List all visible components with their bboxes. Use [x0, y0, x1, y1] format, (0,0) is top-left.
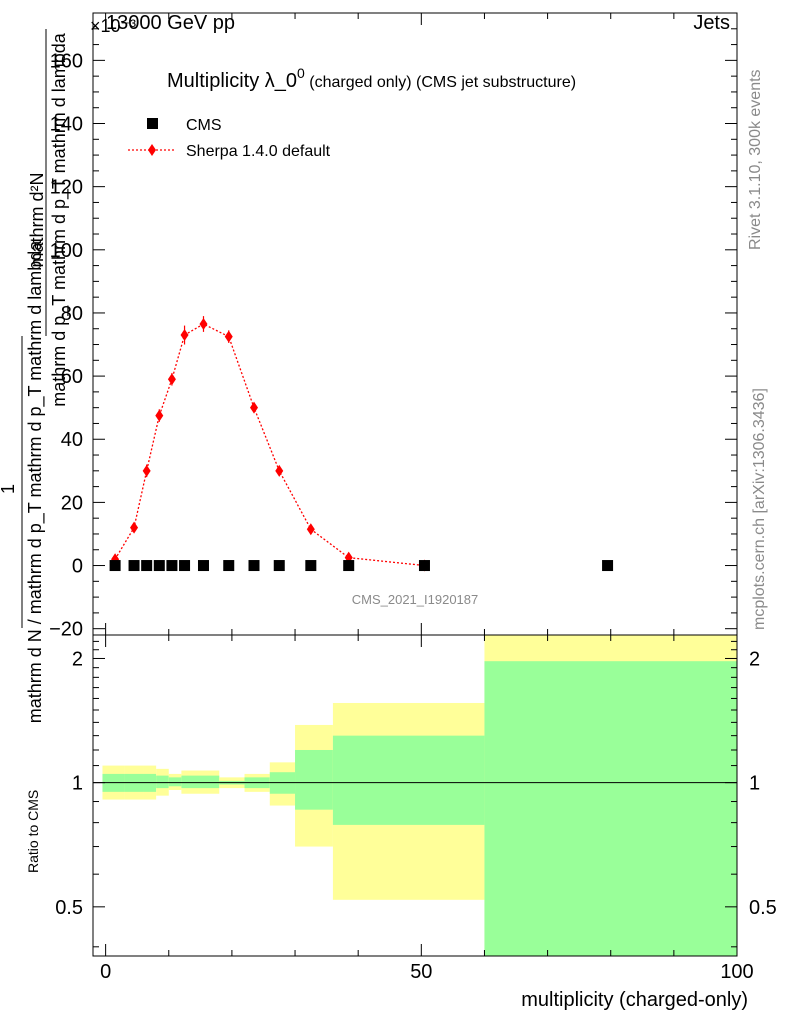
x-tick-label: 50 [410, 961, 432, 983]
legend-sherpa-marker [148, 144, 156, 156]
ratio-y-tick-label: 1 [72, 773, 83, 795]
main-series [109, 316, 614, 572]
sherpa-point [130, 521, 139, 534]
ylabel-prefix: 1 [0, 484, 18, 494]
sherpa-point [167, 373, 176, 386]
main-frame [92, 12, 738, 636]
process-label: Jets [693, 12, 730, 34]
sherpa-point [275, 464, 284, 477]
main-y-tick-label: 140 [50, 114, 83, 136]
ratio-y-axis-label: Ratio to CMS [25, 790, 41, 873]
main-y-tick-label: 160 [50, 50, 83, 72]
sherpa-point [155, 409, 164, 422]
cms-point [305, 560, 317, 572]
ratio-stat-band [156, 775, 169, 789]
x-tick-label: 0 [100, 961, 111, 983]
ratio-panel: 0.5 0.5 1 1 2 2 0 50 100 Ratio to CMS multiplici… [25, 634, 777, 1011]
cms-point [602, 560, 614, 572]
sherpa-point [224, 330, 233, 343]
ratio-stat-band [181, 775, 220, 789]
cms-point [223, 560, 235, 572]
main-y-tick-label: 80 [61, 303, 83, 325]
ratio-y-tick-label: 0.5 [55, 897, 83, 919]
main-y-axis-label: mathrm d²N mathrm d p_T mathrm d p_T mat… [27, 29, 70, 407]
main-y-tick-label: 100 [50, 240, 83, 262]
ratio-stat-band [332, 735, 485, 825]
ratio-y-tick-label-right: 0.5 [749, 897, 777, 919]
x-tick-label: 100 [720, 961, 753, 983]
ratio-bands [93, 635, 737, 956]
main-y-axis-label-outer: 1 mathrm d N / mathrm d p_T mathrm d p_T… [0, 240, 46, 723]
cms-point [273, 560, 285, 572]
cms-point [109, 560, 121, 572]
cms-point [418, 560, 430, 572]
cms-point [153, 560, 165, 572]
ratio-ticks: 0.5 0.5 1 1 2 2 0 50 100 [55, 635, 777, 983]
ratio-frame [92, 634, 738, 957]
cms-point [343, 560, 355, 572]
main-y-tick-label: 40 [61, 429, 83, 451]
cms-point [179, 560, 191, 572]
sherpa-point [199, 318, 208, 330]
cms-point [197, 560, 209, 572]
cms-point [248, 560, 260, 572]
cms-point [141, 560, 153, 572]
ylabel-numerator: mathrm d²N [27, 172, 47, 267]
main-y-tick-label: 60 [61, 366, 83, 388]
sherpa-point [180, 329, 189, 342]
main-title-main: Multiplicity λ_0 [167, 70, 297, 92]
ratio-stat-band [295, 749, 333, 810]
sherpa-point [250, 401, 258, 414]
ylabel-left: mathrm d N / mathrm d p_T mathrm d p_T m… [25, 240, 46, 723]
ratio-y-tick-label: 2 [72, 648, 83, 670]
legend: CMS Sherpa 1.4.0 default [128, 117, 331, 160]
sherpa-point [142, 464, 151, 477]
watermark: CMS_2021_I1920187 [352, 592, 479, 607]
ratio-stat-band [168, 777, 182, 787]
cms-point [166, 560, 178, 572]
exponent-label: ×10⁻³ [90, 16, 136, 36]
ylabel-denominator: mathrm d p_T mathrm d p_T mathrm d lambd… [49, 32, 70, 406]
main-title-sup: 0 [297, 65, 305, 81]
legend-sherpa-label: Sherpa 1.4.0 default [186, 143, 331, 160]
main-y-tick-label: 0 [72, 556, 83, 578]
main-title-rest: (charged only) (CMS jet substructure) [305, 74, 576, 91]
cms-point [128, 560, 140, 572]
ratio-y-tick-label-right: 1 [749, 773, 760, 795]
main-y-tick-label: 120 [50, 177, 83, 199]
main-y-ticks: −20 0 20 40 60 80 100 120 140 160 [49, 28, 737, 641]
rivet-label: Rivet 3.1.10, 300k events [747, 69, 764, 250]
sherpa-point [306, 523, 315, 536]
main-y-tick-label: 20 [61, 492, 83, 514]
main-title: Multiplicity λ_00 (charged only) (CMS je… [167, 65, 576, 92]
sherpa-line [114, 323, 425, 567]
x-axis-label: multiplicity (charged-only) [521, 989, 748, 1011]
legend-cms-label: CMS [186, 117, 222, 134]
legend-cms-marker [147, 118, 158, 129]
energy-label: 13000 GeV pp [106, 12, 235, 34]
mcplots-label: mcplots.cern.ch [arXiv:1306.3436] [751, 388, 768, 630]
ratio-stat-band [484, 661, 737, 956]
main-y-tick-label: −20 [49, 619, 83, 641]
ratio-y-tick-label-right: 2 [749, 648, 760, 670]
